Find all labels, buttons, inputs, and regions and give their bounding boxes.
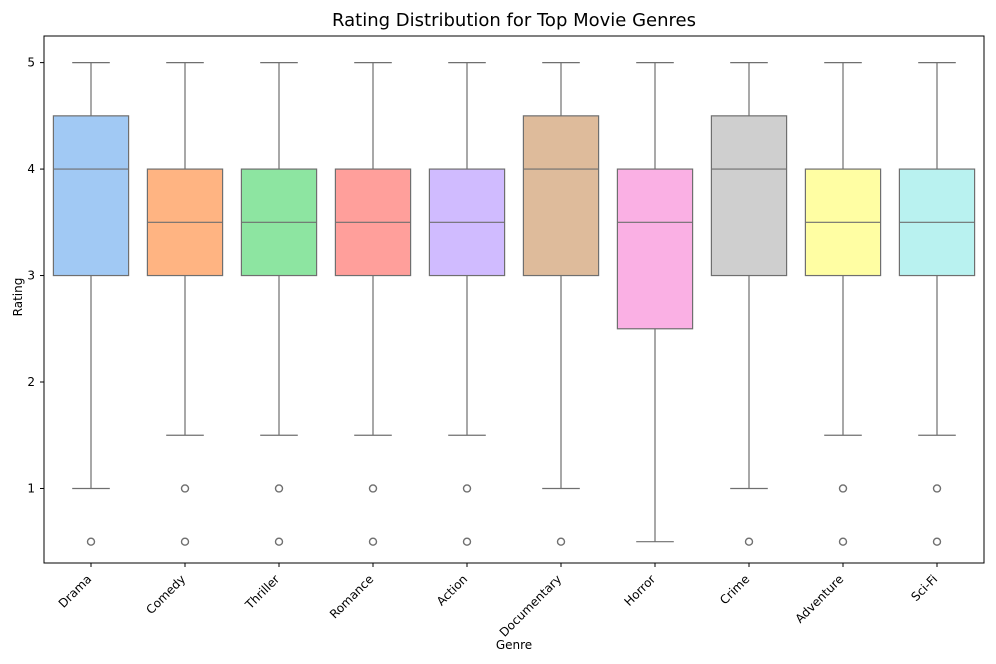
x-tick-label: Sci-Fi	[908, 572, 940, 604]
outlier-point	[838, 484, 848, 493]
box-crime	[710, 115, 788, 277]
outlier-point	[838, 537, 848, 546]
x-tick-label: Adventure	[792, 572, 846, 626]
x-tick-label: Comedy	[143, 572, 188, 617]
x-tick-label: Crime	[717, 572, 752, 607]
plot-area: 1 2 3 4 5 Drama Comedy Thriller Romance Action Doc…	[27, 35, 985, 640]
x-tick-label: Drama	[56, 572, 95, 611]
x-axis-label: Genre	[496, 638, 532, 652]
y-axis-label: Rating	[11, 278, 25, 317]
box-drama	[52, 115, 130, 277]
outlier-point	[274, 484, 284, 493]
box-documentary	[522, 115, 600, 277]
box-horror	[616, 168, 694, 330]
outlier-point	[274, 537, 284, 546]
chart-title: Rating Distribution for Top Movie Genres	[332, 10, 696, 31]
outlier-point	[180, 484, 190, 493]
x-tick-label: Romance	[327, 572, 376, 621]
y-tick-label: 1	[27, 481, 35, 495]
x-tick-label: Documentary	[497, 572, 565, 640]
outlier-point	[368, 484, 378, 493]
outlier-point	[180, 537, 190, 546]
outlier-point	[556, 537, 566, 546]
outlier-point	[932, 484, 942, 493]
outlier-point	[462, 484, 472, 493]
outlier-point	[932, 537, 942, 546]
outlier-point	[744, 537, 754, 546]
plot-frame	[43, 35, 985, 564]
outlier-point	[368, 537, 378, 546]
y-tick-label: 5	[27, 56, 35, 70]
x-tick-label: Thriller	[242, 572, 282, 612]
outlier-point	[462, 537, 472, 546]
y-tick-label: 4	[27, 162, 35, 176]
x-tick-label: Horror	[621, 572, 658, 609]
x-tick-label: Action	[434, 572, 470, 608]
y-tick-label: 2	[27, 375, 35, 389]
outlier-point	[86, 537, 96, 546]
y-tick-label: 3	[27, 269, 35, 283]
